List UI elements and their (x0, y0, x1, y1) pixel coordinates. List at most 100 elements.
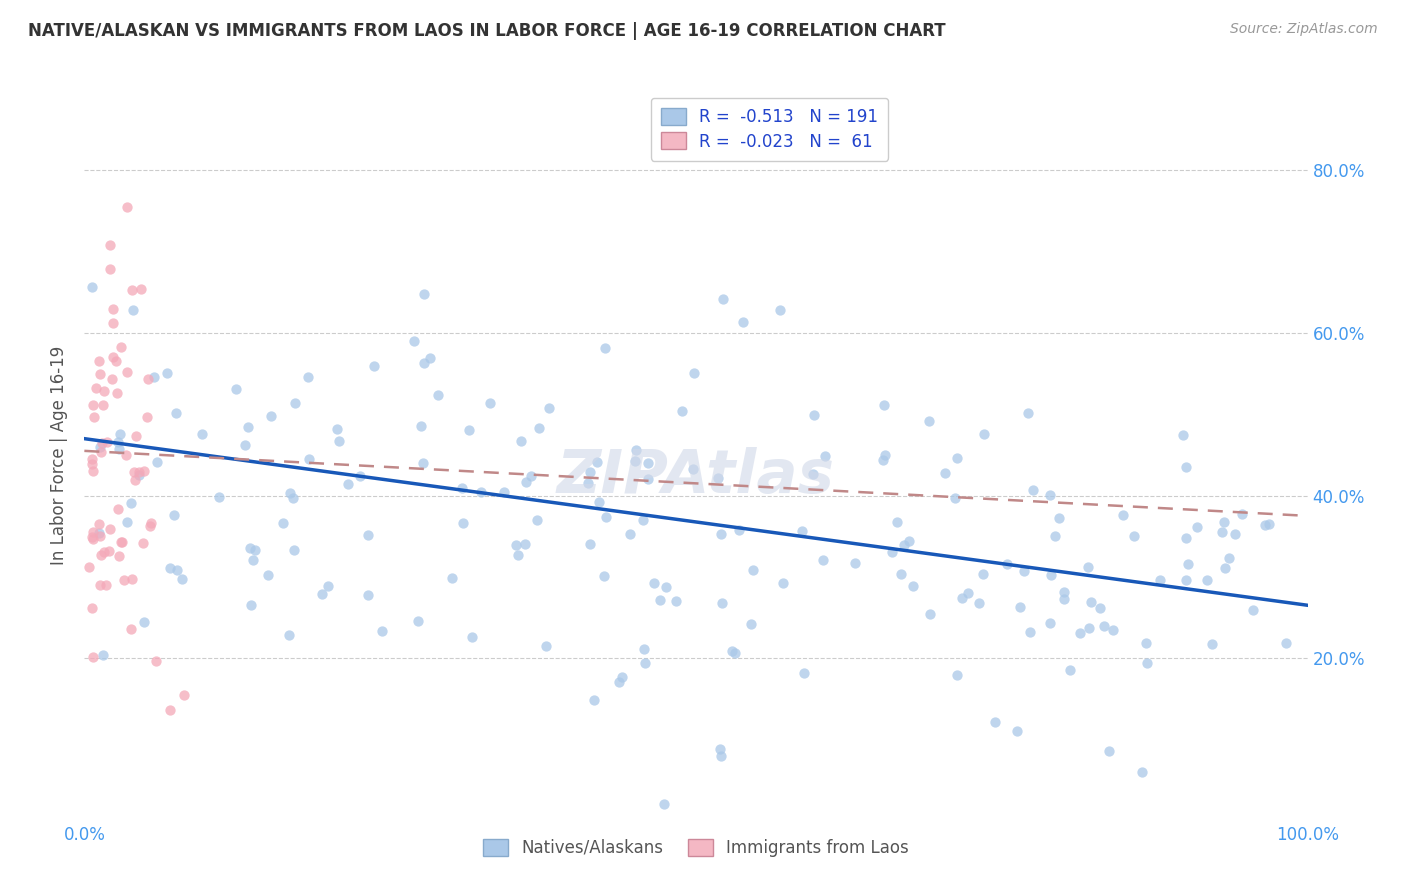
Point (707, 470, 730, 484)
Point (1136, 656, 1159, 670)
Point (793, 665, 815, 680)
Point (96, 435, 118, 450)
Point (115, 200, 138, 214)
Point (297, 370, 319, 384)
Point (120, 623, 142, 637)
Point (90, 444, 112, 458)
Point (242, 553, 264, 567)
Point (1149, 573, 1171, 587)
Point (1080, 594, 1102, 608)
Point (124, 473, 146, 487)
Point (731, 315, 754, 329)
Point (357, 528, 380, 542)
Point (326, 421, 349, 435)
Point (91, 648, 114, 662)
Point (90, 436, 112, 450)
Point (273, 516, 295, 531)
Point (1123, 529, 1146, 543)
Point (683, 366, 706, 380)
Point (1008, 600, 1031, 615)
Point (156, 366, 179, 380)
Point (125, 429, 148, 443)
Text: Source: ZipAtlas.com: Source: ZipAtlas.com (1230, 22, 1378, 37)
Point (172, 572, 194, 586)
Point (426, 388, 449, 402)
Point (163, 508, 186, 523)
Point (509, 434, 531, 449)
Point (110, 535, 132, 549)
Point (918, 414, 941, 428)
Point (579, 537, 602, 551)
Point (972, 567, 994, 582)
Point (709, 526, 731, 541)
Point (1039, 615, 1062, 630)
Point (89, 529, 111, 543)
Point (349, 469, 371, 483)
Point (225, 382, 247, 396)
Point (233, 438, 256, 452)
Point (121, 283, 143, 297)
Point (283, 491, 305, 505)
Point (136, 409, 159, 424)
Point (967, 596, 990, 610)
Point (107, 434, 129, 449)
Point (239, 598, 262, 612)
Point (121, 572, 143, 586)
Point (1088, 600, 1111, 615)
Point (918, 607, 941, 622)
Point (122, 465, 145, 479)
Point (132, 535, 155, 549)
Point (90, 548, 112, 562)
Point (1218, 550, 1240, 565)
Point (886, 515, 908, 529)
Point (515, 537, 537, 551)
Point (648, 593, 671, 607)
Point (654, 580, 676, 594)
Point (96, 578, 118, 592)
Point (91, 398, 114, 412)
Point (83, 410, 105, 425)
Point (710, 748, 733, 763)
Point (740, 617, 762, 632)
Point (115, 515, 138, 529)
Point (897, 533, 920, 548)
Legend: Natives/Alaskans, Immigrants from Laos: Natives/Alaskans, Immigrants from Laos (477, 832, 915, 863)
Point (284, 395, 307, 409)
Point (98, 238, 121, 252)
Point (633, 642, 655, 657)
Point (619, 526, 641, 541)
Point (1053, 584, 1076, 599)
Point (114, 448, 136, 462)
Point (1069, 625, 1091, 640)
Point (1195, 574, 1218, 588)
Point (803, 408, 825, 422)
Point (208, 490, 231, 504)
Point (1254, 517, 1277, 532)
Point (1047, 511, 1070, 525)
Point (328, 434, 350, 449)
Point (844, 557, 866, 571)
Point (89, 578, 111, 592)
Point (515, 475, 537, 490)
Point (357, 588, 380, 602)
Point (1019, 625, 1042, 640)
Point (946, 668, 969, 682)
Point (101, 372, 124, 386)
Point (107, 502, 129, 516)
Point (419, 351, 441, 365)
Point (652, 797, 675, 812)
Point (98, 522, 121, 536)
Point (1275, 636, 1298, 650)
Point (671, 404, 693, 418)
Point (101, 350, 124, 364)
Point (593, 569, 616, 583)
Point (643, 576, 665, 591)
Point (1092, 619, 1115, 633)
Point (143, 370, 166, 384)
Point (579, 465, 602, 479)
Point (790, 524, 813, 539)
Point (585, 455, 607, 469)
Point (84, 381, 107, 395)
Point (238, 420, 260, 434)
Point (772, 576, 794, 591)
